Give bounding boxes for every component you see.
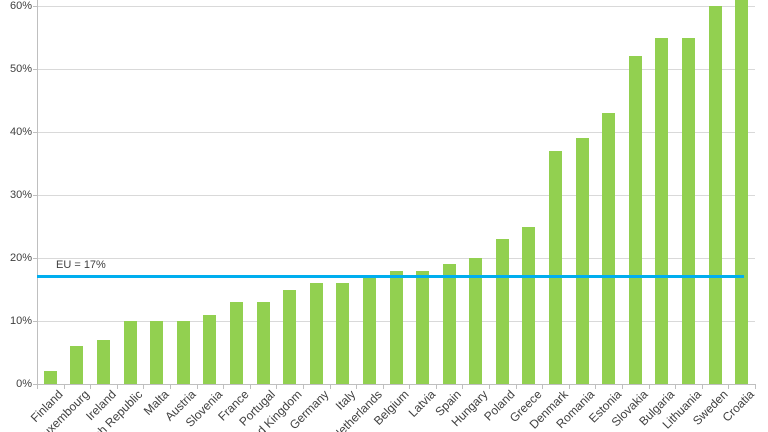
axis-tick	[728, 385, 730, 389]
axis-tick	[568, 385, 570, 389]
bar-romania	[575, 138, 589, 384]
axis-tick	[33, 384, 37, 385]
x-axis-label: Netherlands	[328, 387, 385, 432]
bar-croatia	[735, 0, 749, 384]
x-axis-line	[37, 384, 756, 385]
axis-tick	[63, 385, 65, 389]
axis-tick	[595, 385, 597, 389]
bar-hungary	[469, 258, 483, 384]
bar-portugal	[256, 302, 270, 384]
axis-tick	[329, 385, 331, 389]
bar-spain	[442, 264, 456, 384]
axis-tick	[515, 385, 517, 389]
eu-reference-label: EU = 17%	[56, 259, 106, 271]
y-axis-label: 10%	[9, 314, 32, 327]
bar-finland	[43, 371, 57, 384]
bar-latvia	[416, 270, 430, 384]
axis-tick	[169, 385, 171, 389]
y-axis-label: 30%	[9, 188, 32, 201]
gridline	[37, 68, 755, 70]
axis-tick	[33, 6, 37, 7]
bar-ireland	[96, 339, 110, 384]
axis-tick	[489, 385, 491, 389]
bar-greece	[522, 226, 536, 384]
bar-luxembourg	[70, 346, 84, 384]
bar-belgium	[389, 270, 403, 384]
axis-tick	[33, 258, 37, 259]
axis-tick	[302, 385, 304, 389]
gridline	[37, 257, 755, 259]
axis-tick	[701, 385, 703, 389]
bar-lithuania	[682, 37, 696, 384]
axis-tick	[542, 385, 544, 389]
bar-austria	[176, 321, 190, 384]
axis-tick	[462, 385, 464, 389]
bar-bulgaria	[655, 37, 669, 384]
axis-tick	[33, 132, 37, 133]
y-axis-label: 20%	[9, 251, 32, 264]
gridline	[37, 131, 755, 133]
bar-estonia	[602, 113, 616, 384]
bar-italy	[336, 283, 350, 384]
axis-tick	[276, 385, 278, 389]
bar-slovenia	[203, 314, 217, 384]
axis-tick	[755, 385, 756, 389]
bar-denmark	[549, 150, 563, 384]
axis-tick	[382, 385, 384, 389]
y-axis-label: 60%	[9, 0, 32, 12]
bar-united-kingdom	[283, 289, 297, 384]
y-axis-label: 50%	[9, 62, 32, 75]
axis-tick	[37, 385, 38, 389]
bar-slovakia	[628, 56, 642, 384]
axis-tick	[116, 385, 118, 389]
y-axis-label: 40%	[9, 125, 32, 138]
bar-germany	[309, 283, 323, 384]
bar-czech-republic	[123, 321, 137, 384]
y-axis-line	[37, 0, 38, 385]
axis-tick	[356, 385, 358, 389]
axis-tick	[143, 385, 145, 389]
bar-france	[229, 302, 243, 384]
bar-malta	[150, 321, 164, 384]
axis-tick	[33, 195, 37, 196]
axis-tick	[223, 385, 225, 389]
axis-tick	[435, 385, 437, 389]
axis-tick	[622, 385, 624, 389]
gridline	[37, 5, 755, 7]
eu-reference-line	[37, 275, 744, 279]
axis-tick	[33, 321, 37, 322]
y-axis-label: 0%	[16, 377, 32, 390]
axis-tick	[33, 69, 37, 70]
bar-sweden	[708, 6, 722, 384]
axis-tick	[675, 385, 677, 389]
axis-tick	[648, 385, 650, 389]
bar-poland	[495, 239, 509, 384]
x-axis-label: Latvia	[405, 387, 438, 420]
gridline	[37, 194, 755, 196]
bar-netherlands	[362, 276, 376, 384]
axis-tick	[409, 385, 411, 389]
axis-tick	[90, 385, 92, 389]
axis-tick	[196, 385, 198, 389]
axis-tick	[249, 385, 251, 389]
plot-area	[37, 0, 755, 384]
